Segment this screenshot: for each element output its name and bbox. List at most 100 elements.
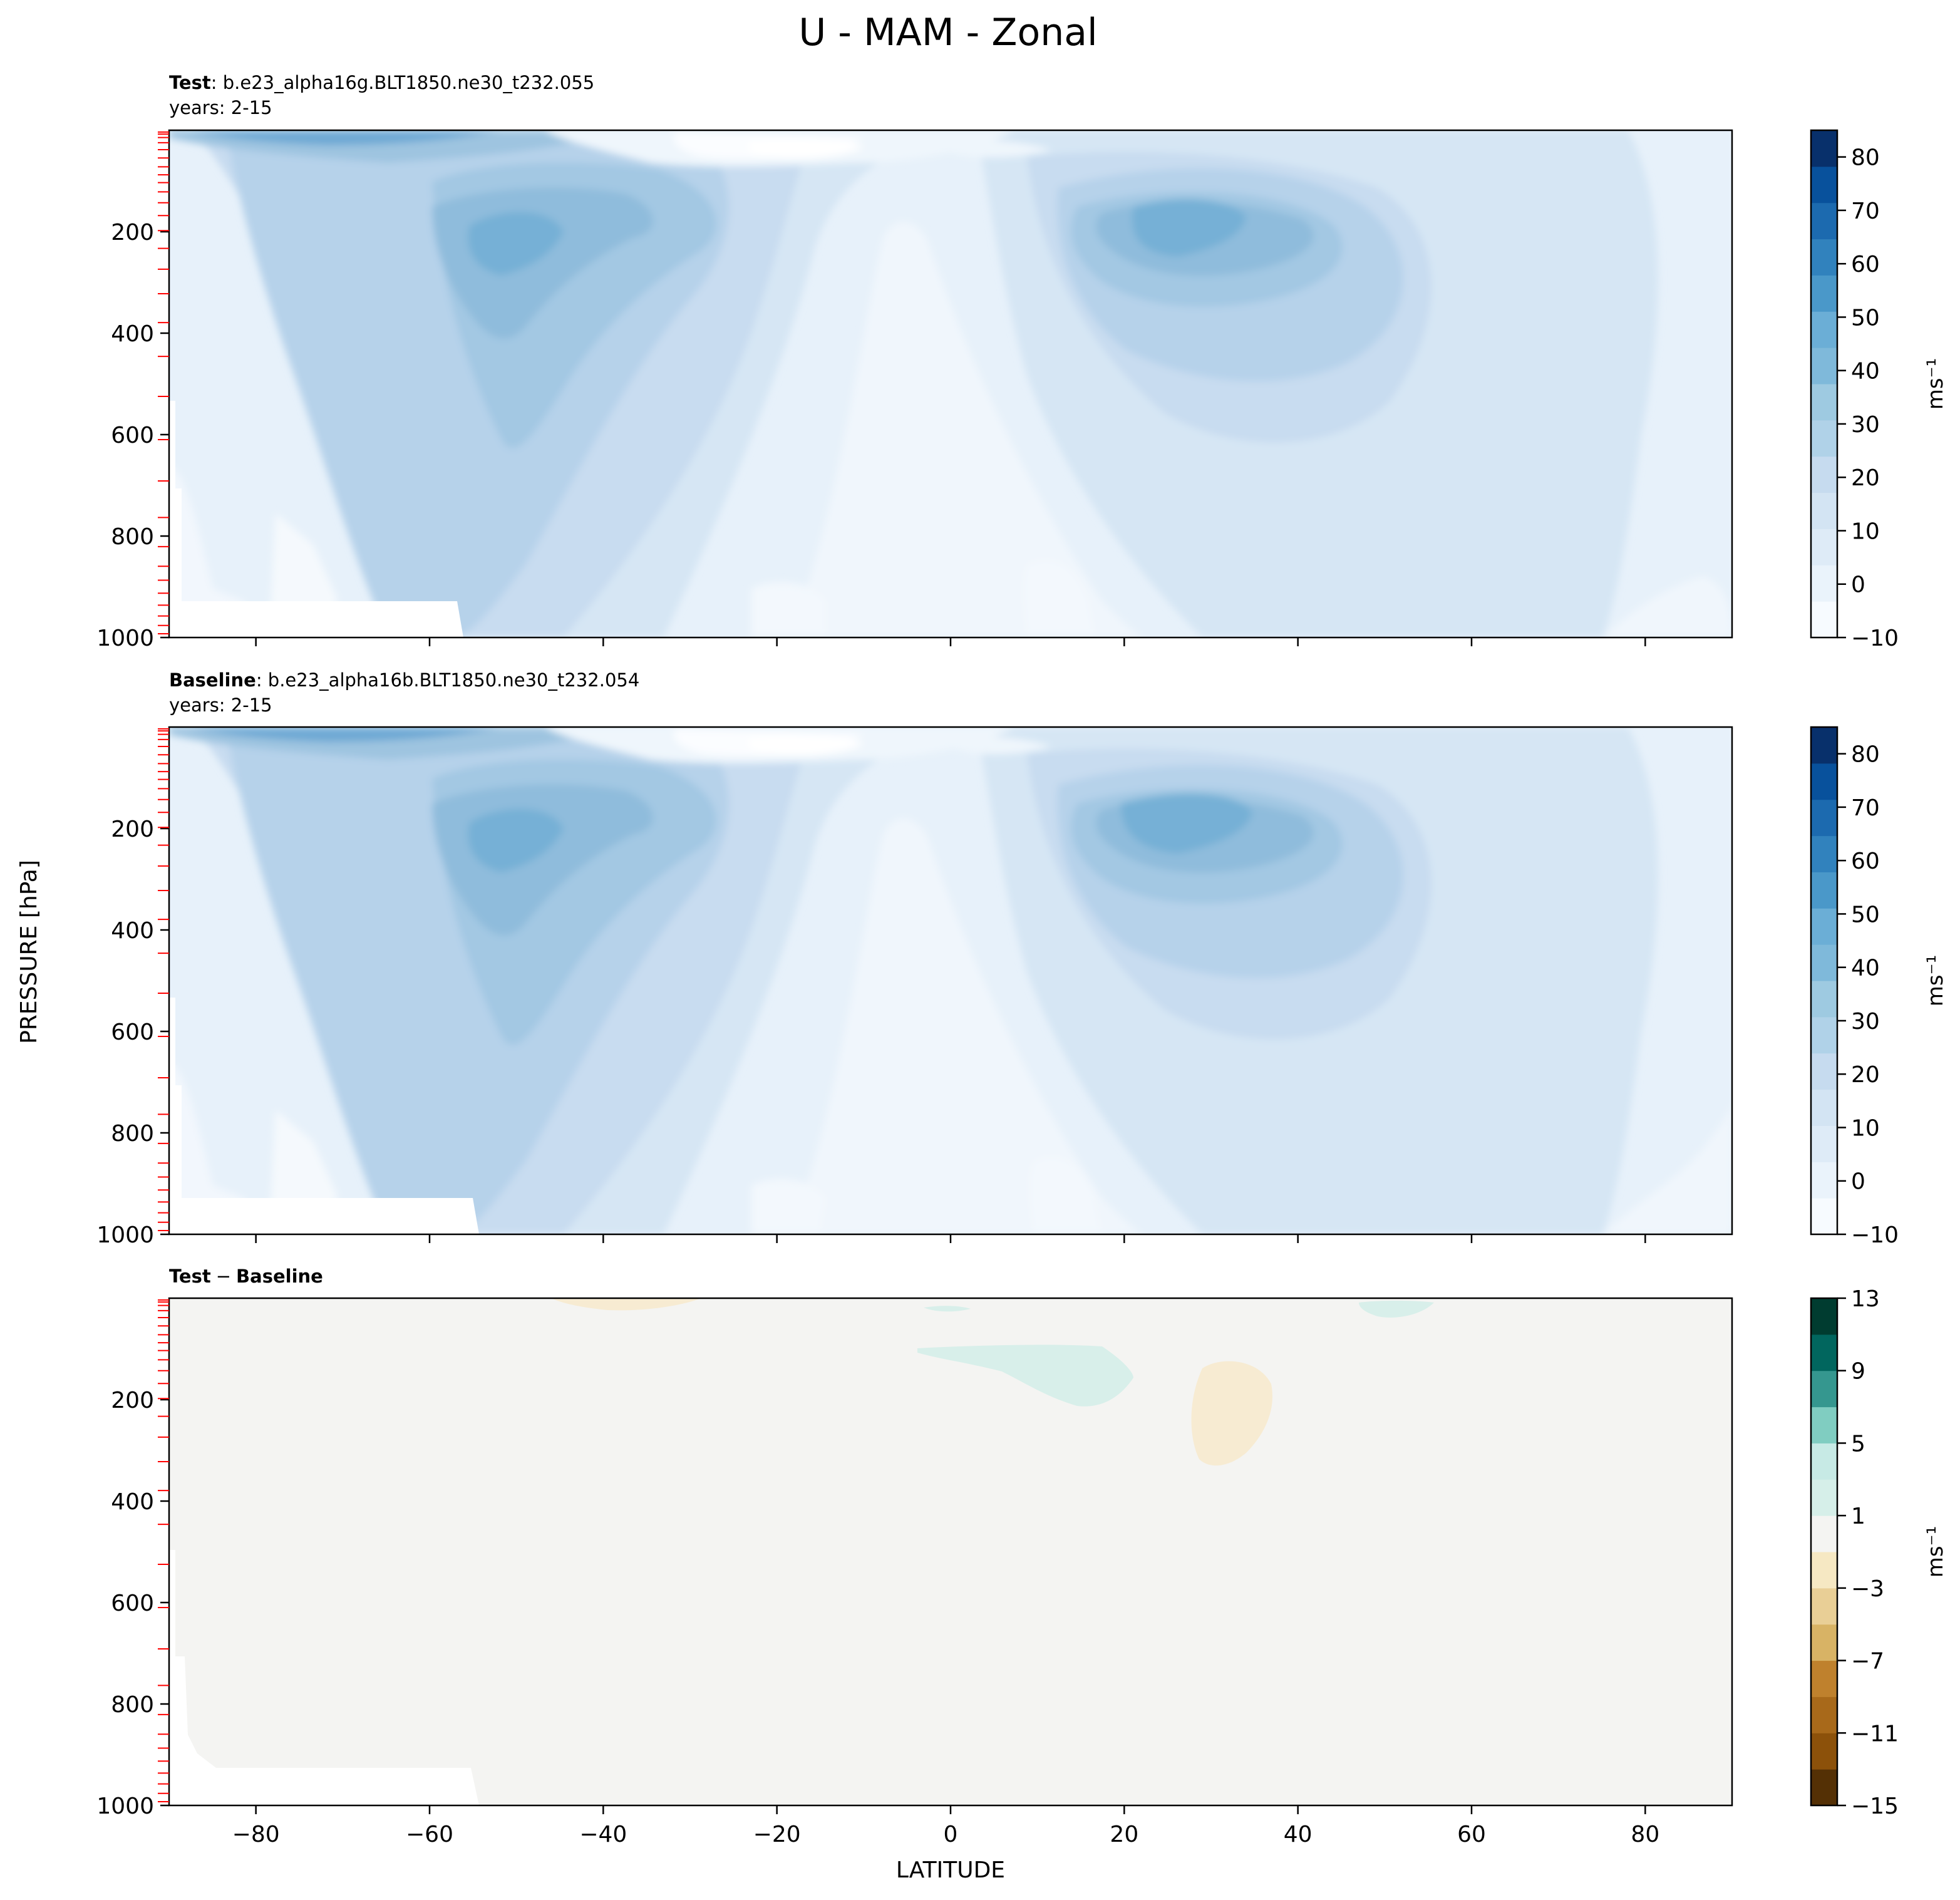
colorbar-tick-label: 50 [1851,902,1880,927]
difference-panel-label: Test − Baseline [169,1266,323,1287]
difference-contour-field [169,1298,1732,1805]
y-tick-label: 200 [111,220,154,245]
colorbar-unit-label: ms⁻¹ [1923,1526,1948,1577]
colorbar-segment [1811,202,1837,240]
colorbar-tick-label: 70 [1851,199,1880,224]
colorbar-segment [1811,1443,1837,1480]
x-tick-label: −60 [406,1822,453,1847]
test-colorbar: 80 70 60 50 40 30 20 10 0 −10 ms⁻¹ [1810,129,1948,651]
y-tick-label: 1000 [96,1222,154,1248]
x-tick-label: −40 [579,1822,627,1847]
y-tick-label: 200 [111,1388,154,1413]
x-tick-label: 0 [944,1822,958,1847]
colorbar-segment [1811,1660,1837,1697]
colorbar-segment [1811,239,1837,276]
colorbar-segment [1811,981,1837,1018]
baseline-red-level-ticks [158,728,169,1232]
y-tick-label: 400 [111,321,154,347]
x-tick-label: −80 [232,1822,280,1847]
y-tick-label: 600 [111,1020,154,1045]
colorbar-segment [1811,835,1837,872]
test-x-axis [255,638,1646,646]
colorbar-segment [1811,384,1837,421]
difference-colorbar: 13 9 5 1 −3 −7 −11 −15 ms⁻¹ [1810,1286,1948,1819]
test-panel: Test: b.e23_alpha16g.BLT1850.ne30_t232.0… [96,72,1948,651]
test-years-label: years: 2-15 [169,97,272,118]
colorbar-tick-label: −11 [1851,1721,1899,1747]
y-tick-label: 800 [111,1692,154,1718]
colorbar-frame [1810,726,1839,1236]
x-tick-label: 40 [1284,1822,1313,1847]
x-tick-label: 20 [1110,1822,1138,1847]
colorbar-segment [1811,348,1837,385]
colorbar-tick-label: 0 [1851,1169,1865,1195]
colorbar-segment [1811,1053,1837,1090]
colorbar-tick-label: −10 [1851,1222,1899,1248]
colorbar-tick-label: −15 [1851,1794,1899,1819]
x-tick-label: 60 [1457,1822,1486,1847]
baseline-label-bold: Baseline [169,669,256,691]
colorbar-segment [1811,1016,1837,1054]
colorbar-tick-label: 30 [1851,412,1880,438]
colorbar-segment [1811,565,1837,602]
colorbar-segment [1811,763,1837,800]
colorbar-segment [1811,1370,1837,1408]
colorbar-segment [1811,1479,1837,1516]
shared-x-axis-label: LATITUDE [896,1857,1005,1883]
colorbar-tick-label: 60 [1851,252,1880,277]
colorbar-tick-label: 0 [1851,572,1865,598]
colorbar-segment [1811,1588,1837,1625]
colorbar-segment [1811,311,1837,348]
colorbar-tick-label: 20 [1851,465,1880,491]
baseline-contour-field [169,727,1732,1234]
baseline-y-axis: 200 400 600 800 1000 [96,817,169,1248]
colorbar-segment [1811,492,1837,529]
test-y-axis: 200 400 600 800 1000 [96,220,169,651]
y-tick-label: 800 [111,1121,154,1147]
colorbar-tick-label: 10 [1851,519,1880,544]
colorbar-tick-label: 9 [1851,1359,1865,1385]
colorbar-segment [1811,1696,1837,1733]
figure-title: U - MAM - Zonal [798,11,1097,54]
colorbar-segment [1811,1125,1837,1162]
colorbar-frame [1810,129,1839,639]
colorbar-tick-label: 50 [1851,305,1880,331]
difference-x-axis: −80 −60 −40 −20 0 20 40 60 80 [232,1805,1659,1847]
colorbar-tick-label: −3 [1851,1576,1884,1602]
difference-label-test: Test [169,1266,211,1287]
colorbar-segment [1811,456,1837,493]
baseline-colorbar: 80 70 60 50 40 30 20 10 0 −10 ms⁻¹ [1810,726,1948,1248]
test-contour-field [169,130,1732,638]
colorbar-tick-label: 80 [1851,742,1880,768]
x-tick-label: 80 [1631,1822,1659,1847]
colorbar-tick-label: 13 [1851,1286,1880,1312]
colorbar-unit-label: ms⁻¹ [1923,358,1948,410]
colorbar-tick-label: 20 [1851,1062,1880,1088]
colorbar-tick-label: 70 [1851,795,1880,821]
colorbar-segment [1811,1089,1837,1126]
baseline-case-name: : b.e23_alpha16b.BLT1850.ne30_t232.054 [256,669,639,691]
colorbar-tick-label: 60 [1851,849,1880,874]
colorbar-segment [1811,727,1837,764]
colorbar-segment [1811,1733,1837,1770]
colorbar-unit-label: ms⁻¹ [1923,955,1948,1006]
test-panel-label: Test: b.e23_alpha16g.BLT1850.ne30_t232.0… [169,72,594,93]
colorbar-tick-label: 40 [1851,956,1880,981]
y-tick-label: 400 [111,1489,154,1515]
colorbar-segment [1811,944,1837,981]
colorbar-tick-label: 80 [1851,145,1880,171]
colorbar-segment [1811,799,1837,837]
colorbar-segment [1811,529,1837,565]
baseline-panel-label: Baseline: b.e23_alpha16b.BLT1850.ne30_t2… [169,669,639,691]
colorbar-tick-label: 30 [1851,1009,1880,1035]
test-label-bold: Test [169,72,211,93]
colorbar-segment [1811,1515,1837,1552]
y-tick-label: 600 [111,1591,154,1616]
colorbar-segment [1811,1407,1837,1443]
colorbar-tick-label: −10 [1851,626,1899,651]
test-case-name: : b.e23_alpha16g.BLT1850.ne30_t232.055 [211,72,594,93]
colorbar-segment [1811,1552,1837,1589]
y-tick-label: 200 [111,817,154,842]
y-tick-label: 600 [111,423,154,448]
difference-red-level-ticks [158,1299,169,1803]
